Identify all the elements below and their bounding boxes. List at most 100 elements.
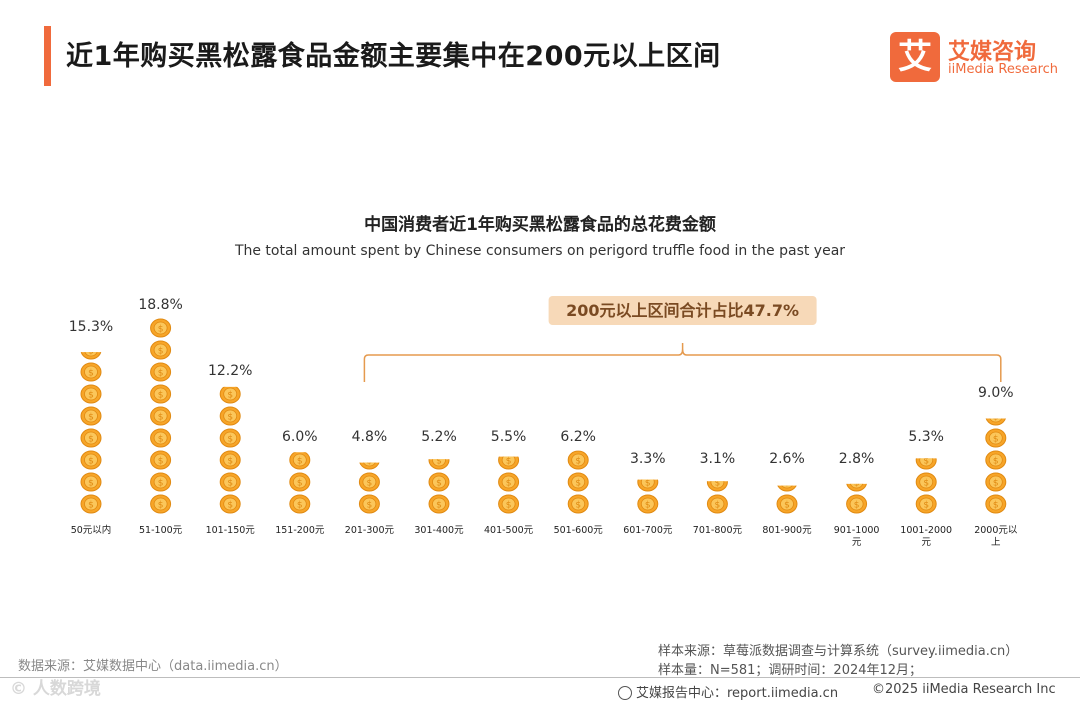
coin-symbol: $ — [297, 457, 303, 467]
coin-icon: $ — [776, 494, 798, 514]
category-label: 501-600元 — [554, 525, 604, 536]
title-accent-bar — [44, 26, 51, 86]
category-label: 701-800元 — [693, 525, 743, 536]
coin-icon: $ — [428, 494, 450, 514]
coin-symbol: $ — [88, 391, 94, 401]
value-label: 5.3% — [908, 429, 944, 445]
coin-icon: $ — [150, 494, 172, 514]
coin-icon: $ — [150, 384, 172, 404]
coin-icon: $ — [80, 428, 102, 448]
coin-symbol: $ — [993, 457, 999, 467]
coin-symbol: $ — [297, 479, 303, 489]
coin-symbol: $ — [158, 501, 164, 511]
coin-icon: $ — [80, 362, 102, 382]
coin-icon: $ — [219, 386, 241, 404]
bar-101-150元: $ $ $ $ $ $12.2% 101-150元 — [206, 363, 256, 536]
coin-icon: $ — [289, 472, 311, 492]
coin-symbol: $ — [506, 457, 512, 467]
coin-symbol: $ — [854, 479, 860, 489]
logo-mark-icon: 艾 — [890, 32, 940, 82]
coin-symbol: $ — [854, 501, 860, 511]
bar-201-300元: $ $ $4.8% 201-300元 — [345, 429, 395, 536]
coin-icon: $ — [428, 457, 450, 470]
sample-size: 样本量：N=581；调研时间：2024年12月； — [658, 663, 923, 678]
coin-icon: $ — [150, 362, 172, 382]
page-title: 近1年购买黑松露食品金额主要集中在200元以上区间 — [66, 41, 721, 72]
coin-symbol: $ — [506, 501, 512, 511]
bar-901-1000元: $ $2.8% 901-1000 元 — [834, 451, 880, 548]
coin-icon: $ — [985, 418, 1006, 426]
value-label: 5.2% — [421, 429, 457, 445]
category-label: 201-300元 — [345, 525, 395, 536]
coin-icon: $ — [150, 450, 172, 470]
coin-icon: $ — [219, 472, 241, 492]
coin-icon: $ — [289, 494, 311, 514]
value-label: 6.2% — [560, 429, 596, 445]
bar-501-600元: $ $ $6.2% 501-600元 — [554, 429, 604, 536]
iimedia-logo: 艾 艾媒咨询 iiMedia Research — [890, 32, 1065, 82]
coin-symbol: $ — [436, 457, 442, 467]
coin-icon: $ — [567, 494, 589, 514]
bar-801-900元: $ $2.6% 801-900元 — [762, 451, 812, 536]
coin-icon: $ — [498, 494, 520, 514]
coin-symbol: $ — [227, 457, 233, 467]
coin-icon: $ — [567, 450, 589, 470]
value-label: 3.3% — [630, 451, 666, 467]
coin-symbol: $ — [993, 479, 999, 489]
chart-subtitle: The total amount spent by Chinese consum… — [234, 243, 846, 259]
bar-2000元以上: $ $ $ $ $9.0% 2000元以上 — [974, 385, 1018, 548]
copyright: ©2025 iiMedia Research Inc — [872, 682, 1056, 697]
coin-symbol: $ — [715, 501, 721, 511]
sample-source: 样本来源：草莓派数据调查与计算系统（survey.iimedia.cn） — [658, 644, 1019, 659]
coin-icon: $ — [359, 462, 380, 470]
coin-symbol: $ — [158, 413, 164, 423]
bar-1001-2000元: $ $ $5.3% 1001-2000 元 — [900, 429, 952, 548]
value-label: 15.3% — [69, 319, 113, 335]
coin-icon: $ — [80, 406, 102, 426]
coin-icon: $ — [80, 450, 102, 470]
coin-icon: $ — [567, 472, 589, 492]
coin-symbol: $ — [993, 501, 999, 511]
value-label: 2.6% — [769, 451, 805, 467]
coin-icon: $ — [80, 352, 102, 360]
coin-symbol: $ — [784, 501, 790, 511]
coin-icon: $ — [428, 472, 450, 492]
coin-symbol: $ — [645, 479, 651, 489]
watermark: © 人数跨境 — [10, 679, 101, 699]
coin-icon: $ — [777, 479, 797, 492]
value-label: 2.8% — [839, 451, 875, 467]
coin-symbol: $ — [158, 391, 164, 401]
coin-symbol: $ — [158, 369, 164, 379]
category-label: 101-150元 — [206, 525, 256, 536]
bar-301-400元: $ $ $5.2% 301-400元 — [414, 429, 464, 536]
coin-symbol: $ — [575, 479, 581, 489]
report-center-text: 艾媒报告中心：report.iimedia.cn — [636, 686, 839, 701]
callout-text: 200元以上区间合计占比47.7% — [566, 301, 799, 320]
coin-icon: $ — [637, 479, 659, 492]
coin-icon: $ — [985, 494, 1007, 514]
coin-symbol: $ — [436, 479, 442, 489]
coin-icon: $ — [219, 428, 241, 448]
coin-icon: $ — [150, 340, 172, 360]
value-label: 6.0% — [282, 429, 318, 445]
coin-icon: $ — [219, 406, 241, 426]
footer-divider — [0, 677, 1080, 678]
coin-symbol: $ — [784, 479, 790, 489]
coin-symbol: $ — [645, 501, 651, 511]
value-label: 4.8% — [352, 429, 388, 445]
coin-icon: $ — [985, 450, 1007, 470]
coin-icon: $ — [80, 472, 102, 492]
bar-151-200元: $ $ $6.0% 151-200元 — [275, 429, 325, 536]
coin-symbol: $ — [506, 479, 512, 489]
coin-symbol: $ — [923, 457, 929, 467]
category-label: 2000元以上 — [974, 525, 1018, 548]
bar-50元以内: $ $ $ $ $ $ $ $15.3% 50元以内 — [69, 319, 113, 536]
coin-icon: $ — [150, 318, 172, 338]
coin-symbol: $ — [227, 479, 233, 489]
report-center-link[interactable]: 艾媒报告中心：report.iimedia.cn — [618, 682, 838, 701]
coin-symbol: $ — [88, 479, 94, 489]
bar-51-100元: $ $ $ $ $ $ $ $ $18.8% 51-100元 — [138, 297, 182, 536]
coin-icon: $ — [150, 406, 172, 426]
category-label: 1001-2000 元 — [900, 525, 952, 548]
coin-symbol: $ — [88, 435, 94, 445]
